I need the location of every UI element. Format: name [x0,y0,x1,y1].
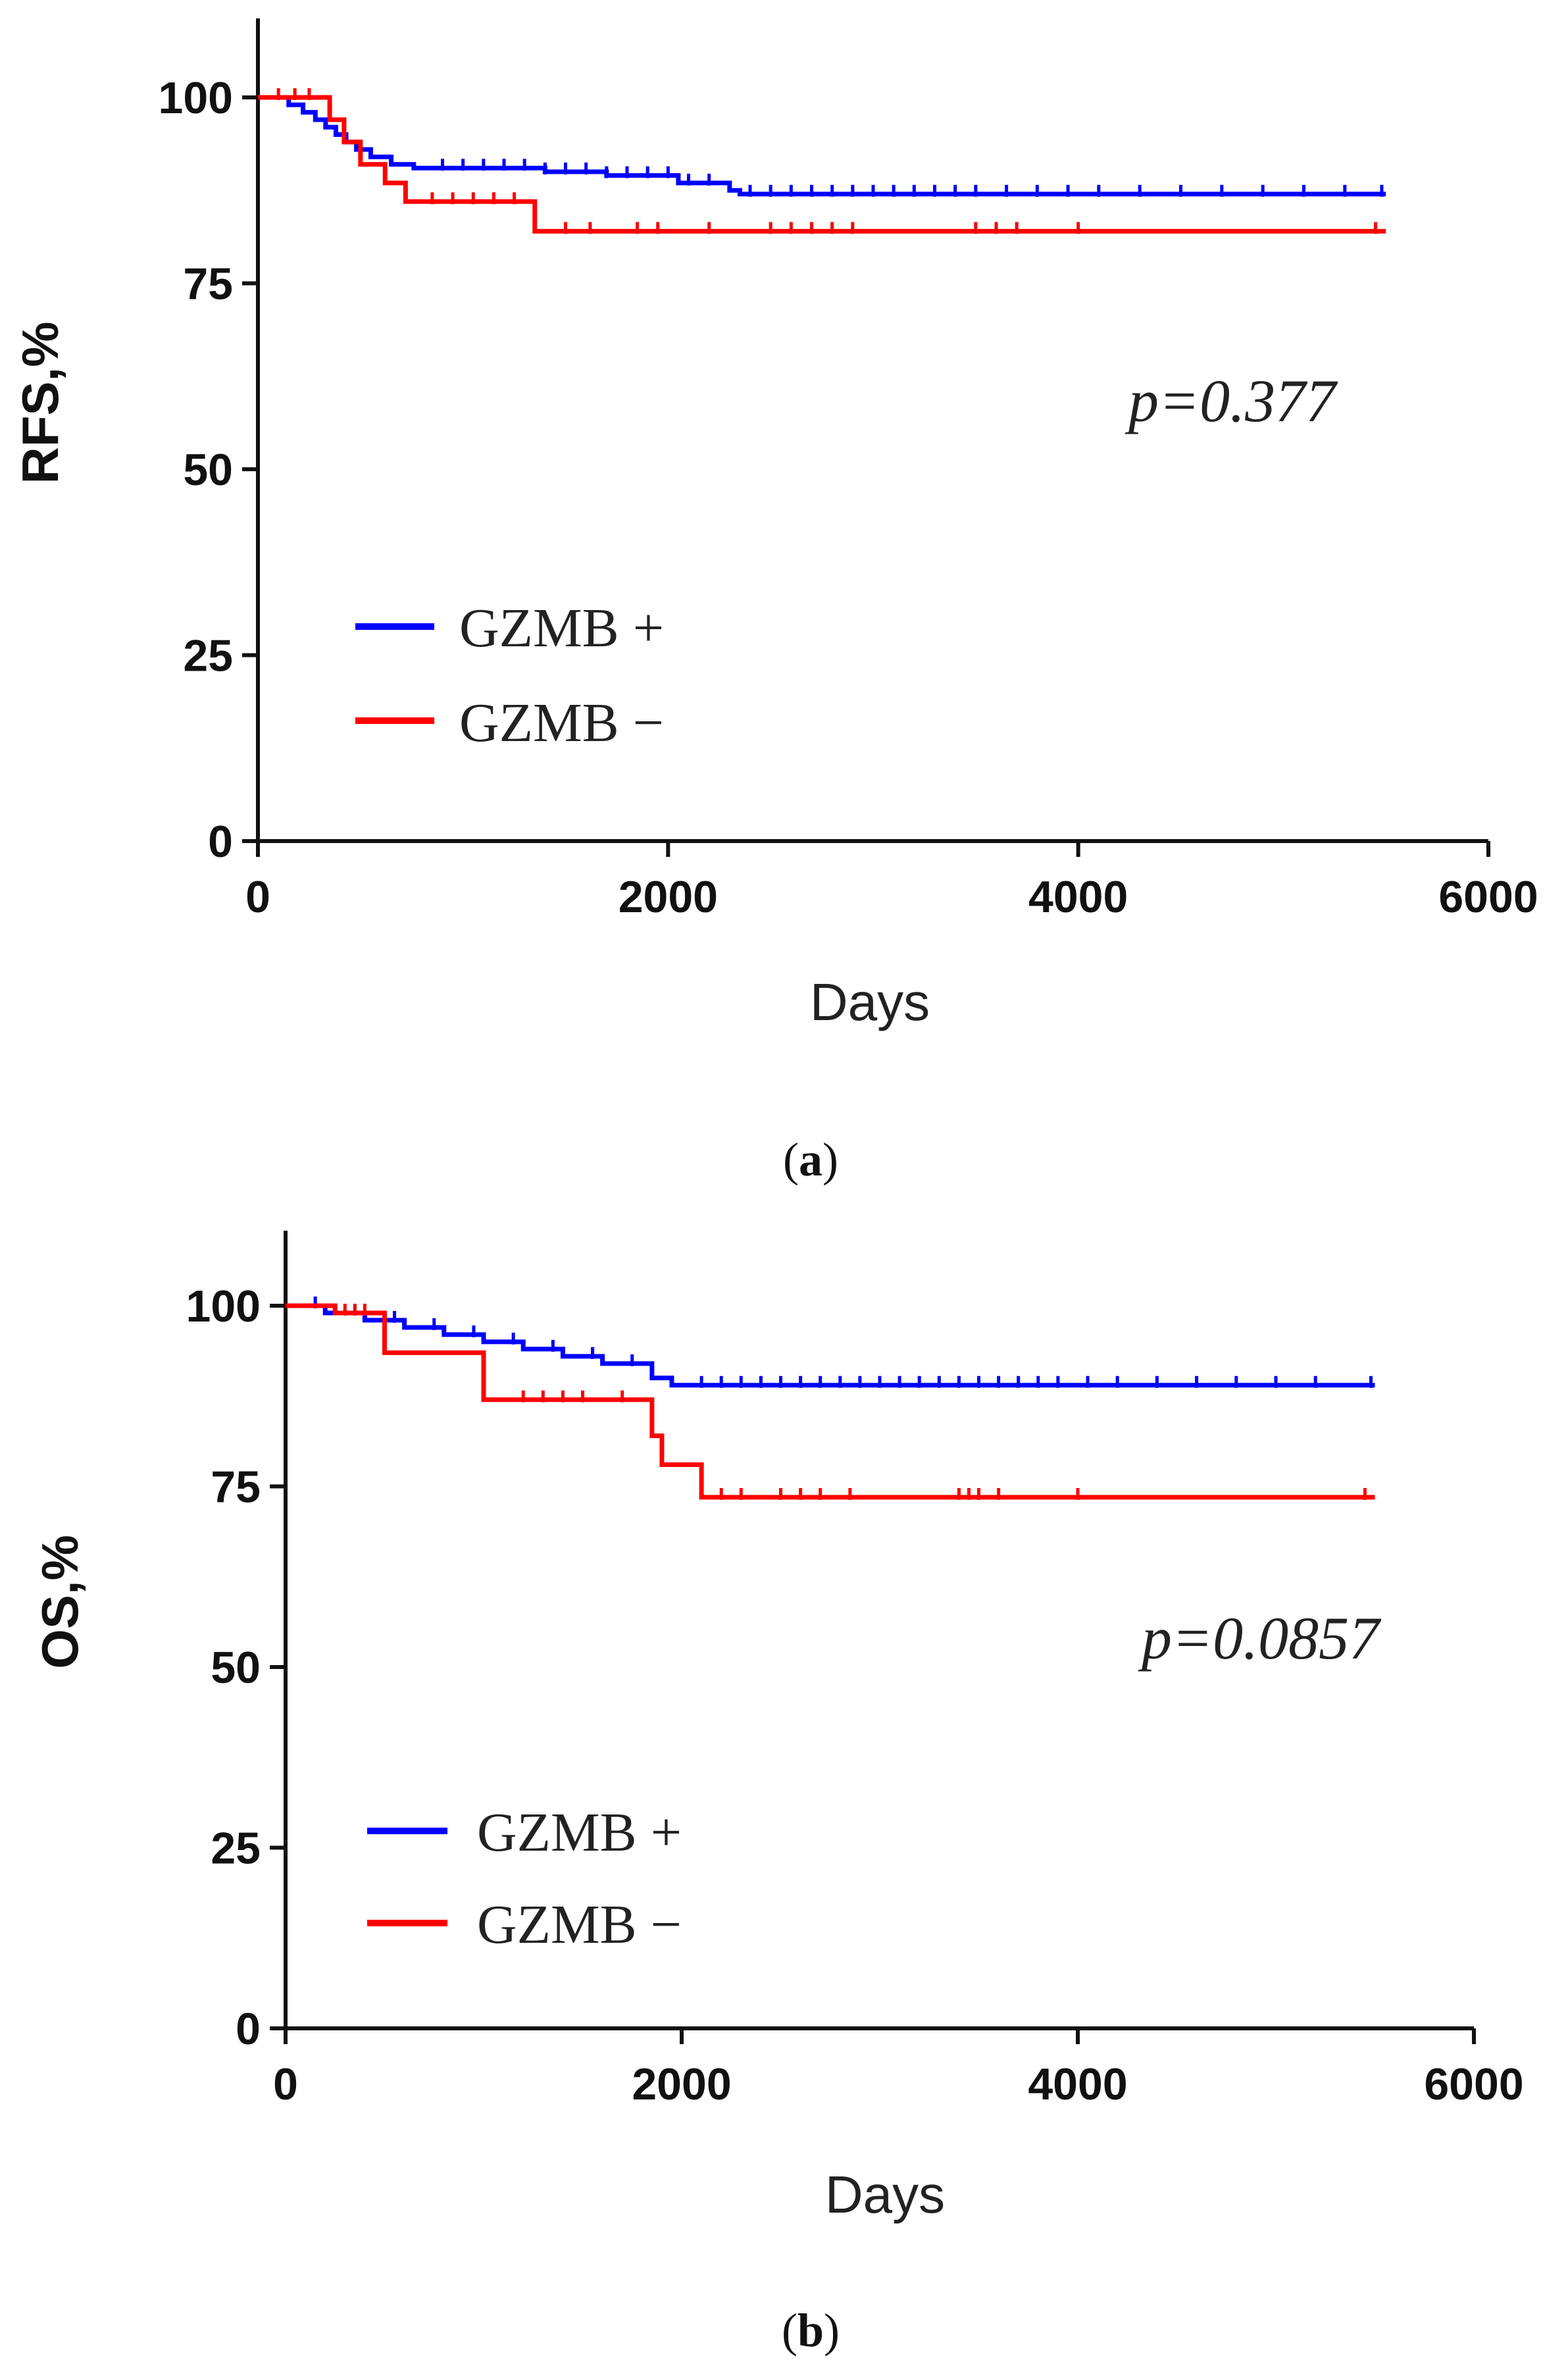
panel-b-legend-label-gzmb-plus: GZMB + [477,1802,682,1863]
panel-a-curve-gzmb-plus [258,95,1386,197]
panel-b-ytick-label: 50 [211,1643,261,1693]
panel-b-xtick-label: 0 [273,2059,298,2109]
panel-b-ytick-label: 25 [211,1824,261,1874]
panel-b-pvalue: p=0.0857 [1138,1605,1382,1672]
panel-b-caption: (b) [782,2304,840,2357]
panel-a-legend: GZMB + GZMB − [355,598,664,754]
panel-b-curve-gzmb-minus [286,1303,1375,1500]
panel-a-caption-close: ) [822,1133,838,1186]
panel-a-caption: (a) [783,1133,838,1186]
panel-a-ytick-label: 75 [183,259,233,309]
panel-a-ylabel: RFS,% [11,321,69,484]
panel-a-xtick-label: 2000 [619,872,718,922]
panel-b-legend-label-gzmb-minus: GZMB − [477,1894,682,1955]
panel-a: RFS,% 0 25 50 75 100 0 2000 4000 6000 Days p=0.3… [11,18,1538,1186]
panel-a-legend-label-gzmb-minus: GZMB − [459,692,664,754]
panel-a-ytick-label: 25 [183,631,233,681]
panel-b-ytick-label: 75 [211,1462,261,1512]
panel-b-xtick-label: 6000 [1424,2059,1523,2109]
panel-a-curve-gzmb-minus [258,95,1386,234]
panel-b-legend: GZMB + GZMB − [367,1802,682,1955]
panel-b-curves [286,1297,1375,1500]
panel-a-xtick-label: 0 [245,872,270,922]
panel-a-xtick-label: 4000 [1028,872,1128,922]
panel-b-caption-open: ( [782,2304,797,2357]
panel-a-xlabel: Days [810,973,930,1031]
panel-a-ytick-label: 50 [183,445,233,495]
panel-a-curves [258,88,1386,234]
panel-a-ytick-label: 100 [159,73,233,123]
panel-b: OS,% 0 25 50 75 100 0 2000 4000 6000 Days p=0.08… [31,1231,1524,2357]
panel-b-ylabel: OS,% [31,1535,89,1669]
panel-a-xtick-label: 6000 [1438,872,1538,922]
panel-b-xtick-label: 4000 [1028,2059,1127,2109]
panel-a-legend-label-gzmb-plus: GZMB + [459,598,664,659]
panel-b-caption-close: ) [824,2304,840,2357]
panel-a-caption-letter: a [799,1133,822,1186]
panel-b-caption-letter: b [797,2304,824,2357]
panel-a-ytick-label: 0 [208,817,233,867]
panel-b-ytick-label: 100 [186,1281,261,1331]
panel-b-ytick-label: 0 [236,2004,261,2054]
panel-b-xtick-label: 2000 [632,2059,731,2109]
panel-a-caption-open: ( [783,1133,799,1186]
panel-b-xlabel: Days [825,2165,945,2224]
panel-a-pvalue: p=0.377 [1125,367,1338,434]
panel-b-axes: 0 25 50 75 100 0 2000 4000 6000 [186,1231,1524,2109]
panel-b-curve-gzmb-plus [286,1303,1375,1388]
panel-a-axes: 0 25 50 75 100 0 2000 4000 6000 [159,18,1538,922]
